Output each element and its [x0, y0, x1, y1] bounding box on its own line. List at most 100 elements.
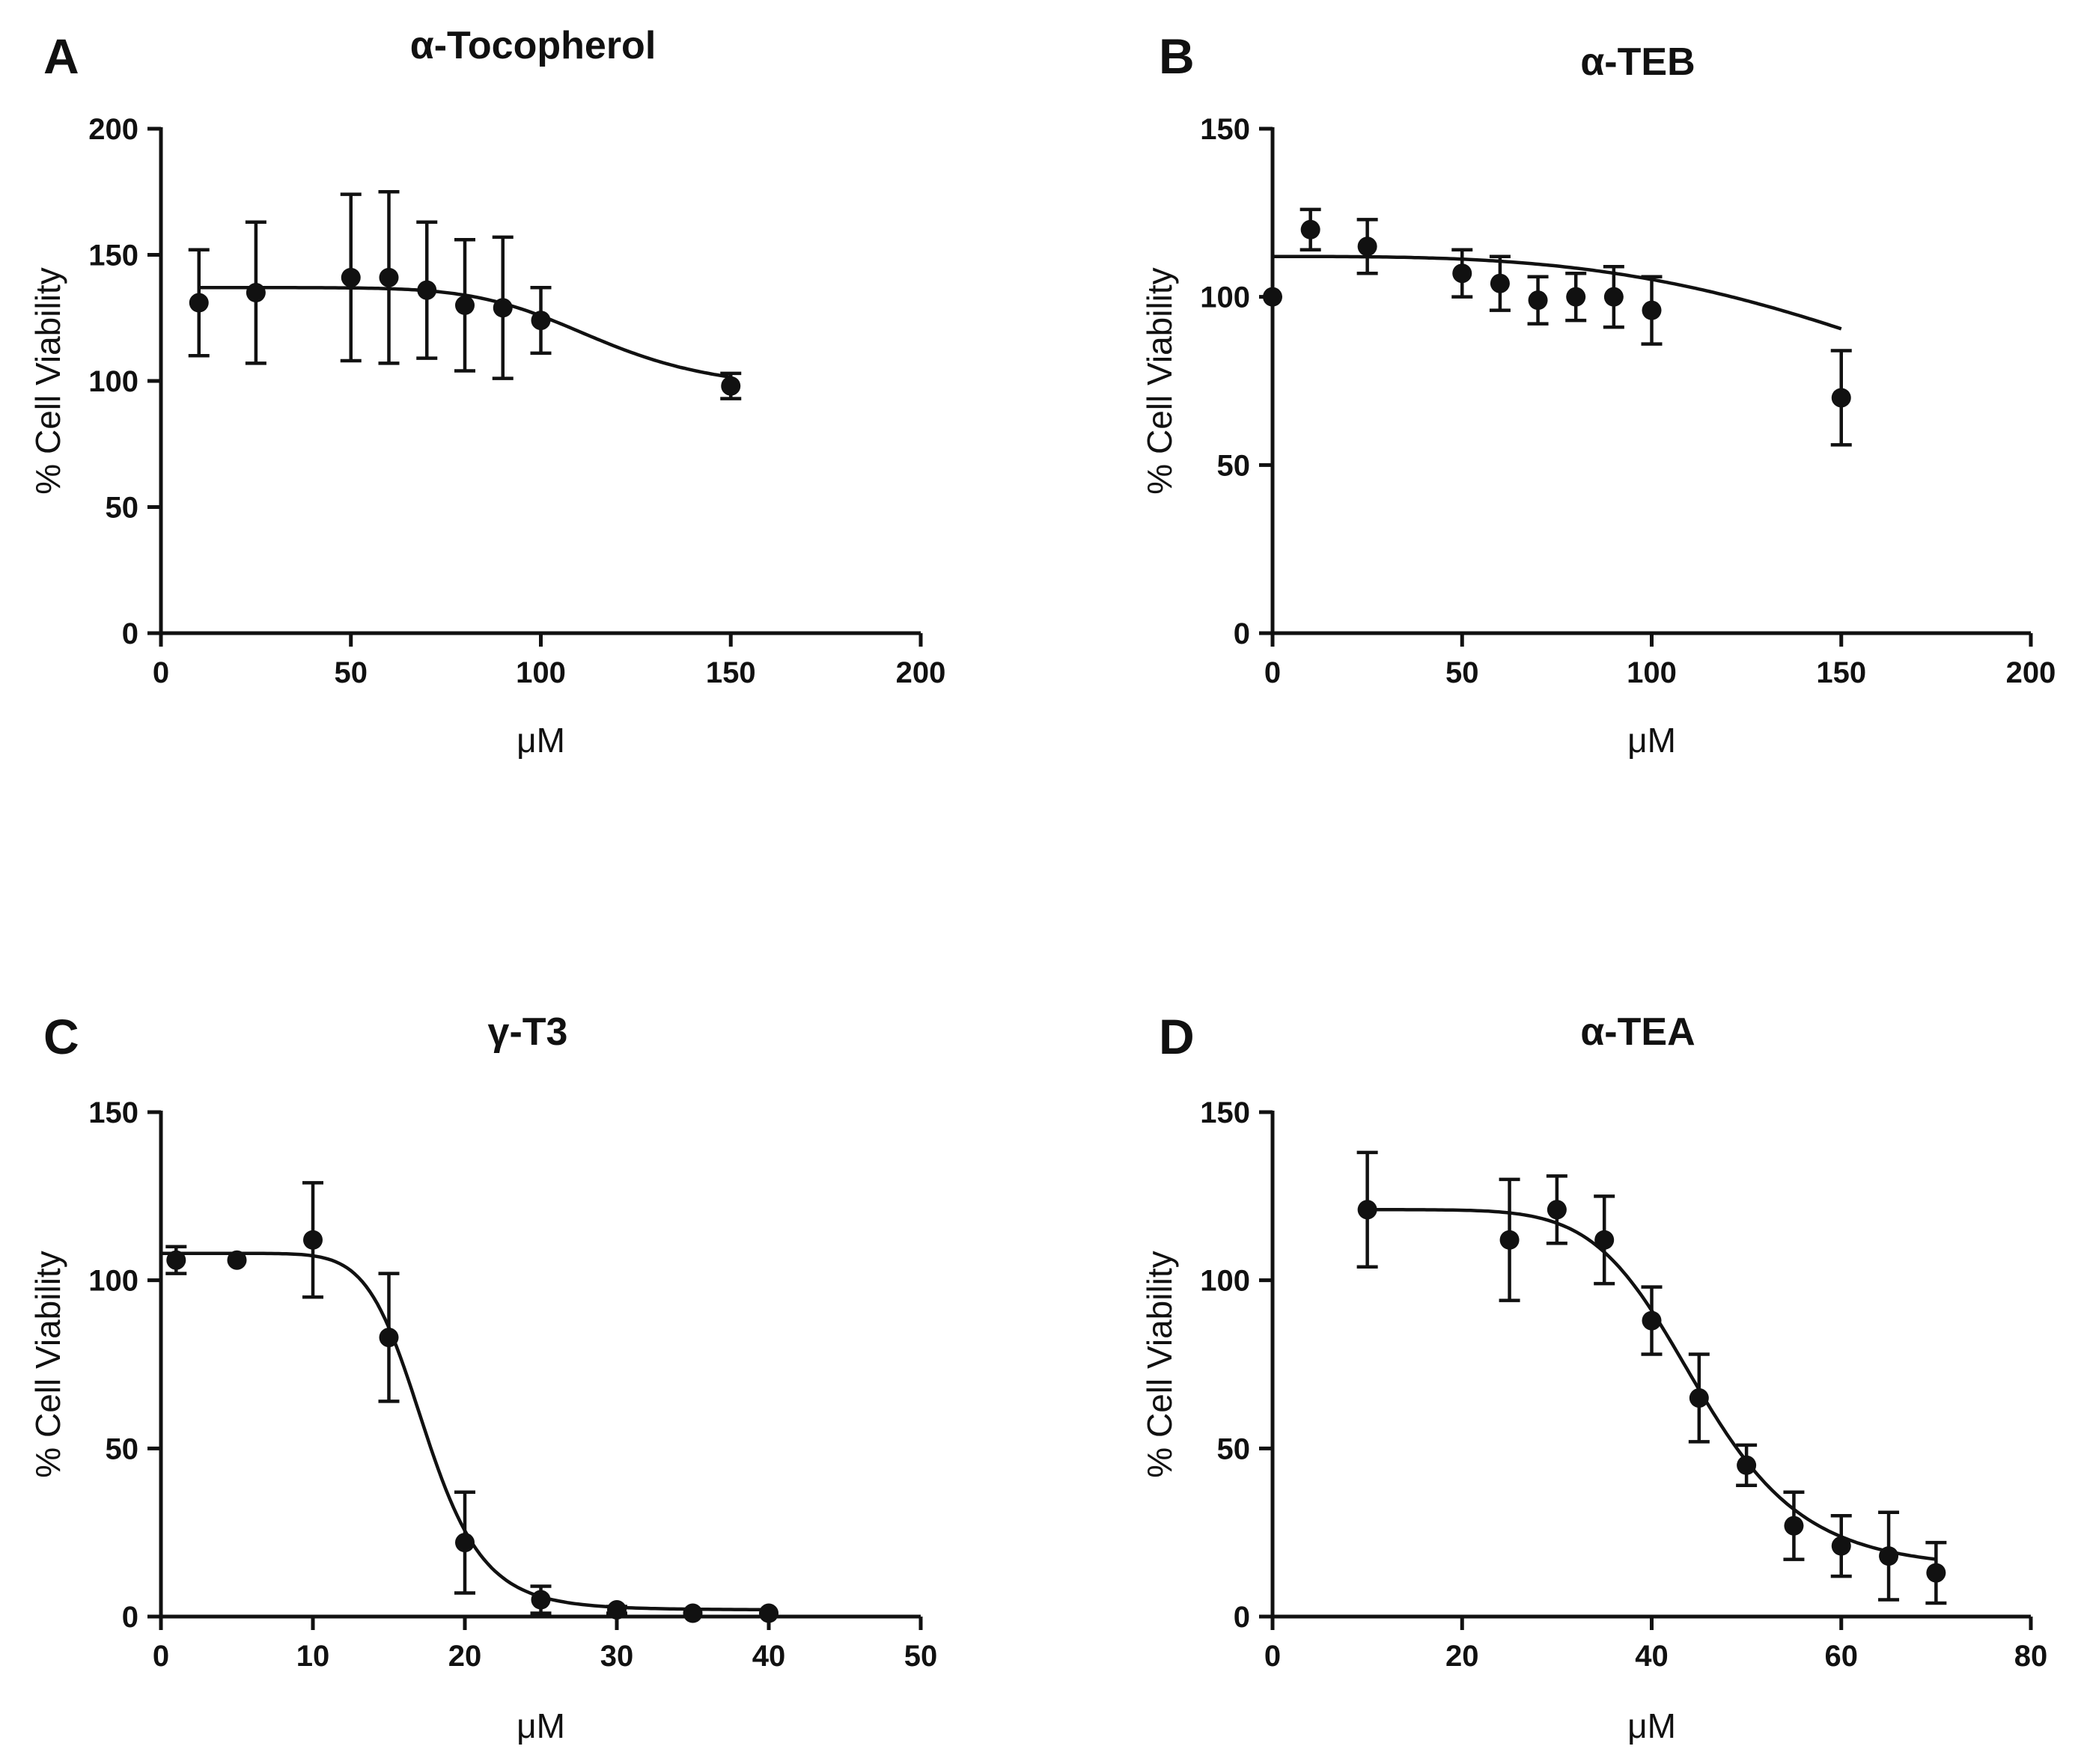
x-tick-label: 50	[904, 1640, 938, 1673]
data-point	[1263, 287, 1282, 307]
y-tick-label: 0	[122, 617, 138, 650]
x-axis-label: μM	[1627, 721, 1676, 760]
data-point	[417, 280, 437, 300]
x-tick-label: 60	[1825, 1640, 1859, 1673]
data-point	[1566, 287, 1586, 307]
y-tick-label: 150	[88, 239, 138, 272]
data-point	[1642, 1310, 1662, 1331]
data-point	[455, 1533, 475, 1553]
y-tick-label: 100	[1200, 281, 1250, 314]
data-point	[1831, 388, 1851, 408]
x-tick-label: 150	[706, 656, 756, 689]
data-point	[379, 267, 399, 287]
data-point	[1737, 1455, 1757, 1475]
data-point	[607, 1600, 627, 1620]
x-tick-label: 40	[1635, 1640, 1669, 1673]
data-point	[1357, 1200, 1377, 1220]
x-tick-label: 50	[1445, 656, 1479, 689]
y-tick-label: 150	[1200, 1096, 1250, 1129]
panel-title: α-Tocopherol	[410, 24, 656, 67]
panel-title: γ-T3	[488, 1010, 568, 1054]
x-tick-label: 0	[153, 656, 169, 689]
y-tick-label: 0	[1234, 617, 1250, 650]
y-tick-label: 50	[106, 492, 139, 525]
data-point	[1879, 1546, 1899, 1566]
data-point	[493, 298, 513, 318]
y-tick-label: 100	[88, 365, 138, 398]
x-tick-label: 0	[153, 1640, 169, 1673]
data-point	[531, 311, 551, 331]
fit-curve	[1273, 254, 1842, 331]
data-point	[759, 1603, 778, 1623]
y-tick-label: 100	[1200, 1265, 1250, 1298]
x-tick-label: 150	[1816, 656, 1866, 689]
data-point	[1528, 290, 1548, 311]
data-point	[1831, 1536, 1851, 1556]
data-point	[721, 376, 741, 396]
data-point	[1784, 1516, 1804, 1536]
data-point	[1300, 219, 1320, 239]
data-point	[341, 267, 361, 287]
x-tick-label: 0	[1264, 656, 1281, 689]
data-point	[1452, 263, 1472, 284]
data-point	[1689, 1388, 1709, 1408]
data-point	[1499, 1230, 1520, 1250]
data-point	[246, 283, 266, 303]
data-point	[227, 1250, 247, 1270]
x-tick-label: 20	[1445, 1640, 1479, 1673]
x-tick-label: 0	[1264, 1640, 1281, 1673]
x-axis-label: μM	[517, 721, 565, 760]
axes	[1270, 1111, 2031, 1619]
y-tick-label: 0	[122, 1601, 138, 1634]
data-point	[1603, 287, 1624, 307]
axes	[159, 127, 921, 635]
data-point	[455, 295, 475, 315]
y-tick-label: 50	[106, 1432, 139, 1465]
data-point	[1642, 300, 1662, 320]
y-tick-label: 50	[1217, 449, 1251, 482]
data-point	[379, 1328, 399, 1348]
panel-title: α-TEA	[1580, 1010, 1695, 1054]
y-axis-label: % Cell Viability	[28, 1251, 67, 1477]
x-tick-label: 20	[448, 1640, 482, 1673]
y-axis-label: % Cell Viability	[1140, 1251, 1179, 1477]
panel-letter: C	[43, 1009, 79, 1064]
panel-letter: D	[1159, 1009, 1195, 1064]
axes	[1270, 127, 2031, 635]
x-tick-label: 200	[2006, 656, 2056, 689]
data-point	[1357, 236, 1377, 257]
data-point	[531, 1590, 551, 1610]
data-point	[303, 1230, 323, 1250]
data-point	[1490, 273, 1510, 293]
data-point	[683, 1603, 703, 1623]
data-point	[1547, 1200, 1567, 1220]
y-tick-label: 200	[88, 113, 138, 146]
x-axis-label: μM	[517, 1706, 565, 1745]
y-tick-label: 150	[1200, 113, 1250, 146]
data-point	[166, 1250, 186, 1270]
x-tick-label: 30	[600, 1640, 634, 1673]
axes	[159, 1111, 921, 1619]
data-point	[189, 293, 209, 313]
y-axis-label: % Cell Viability	[1140, 267, 1179, 494]
x-axis-label: μM	[1627, 1706, 1676, 1745]
y-tick-label: 100	[88, 1265, 138, 1298]
x-tick-label: 80	[2014, 1640, 2048, 1673]
data-point	[1594, 1230, 1615, 1250]
panel-letter: B	[1159, 28, 1195, 84]
x-tick-label: 50	[335, 656, 368, 689]
y-tick-label: 50	[1217, 1432, 1251, 1465]
panel-title: α-TEB	[1580, 40, 1695, 84]
fit-curve	[1367, 1208, 1937, 1561]
y-axis-label: % Cell Viability	[28, 267, 67, 494]
x-tick-label: 40	[752, 1640, 786, 1673]
x-tick-label: 10	[296, 1640, 330, 1673]
x-tick-label: 100	[516, 656, 566, 689]
y-tick-label: 150	[88, 1096, 138, 1129]
x-tick-label: 200	[896, 656, 946, 689]
